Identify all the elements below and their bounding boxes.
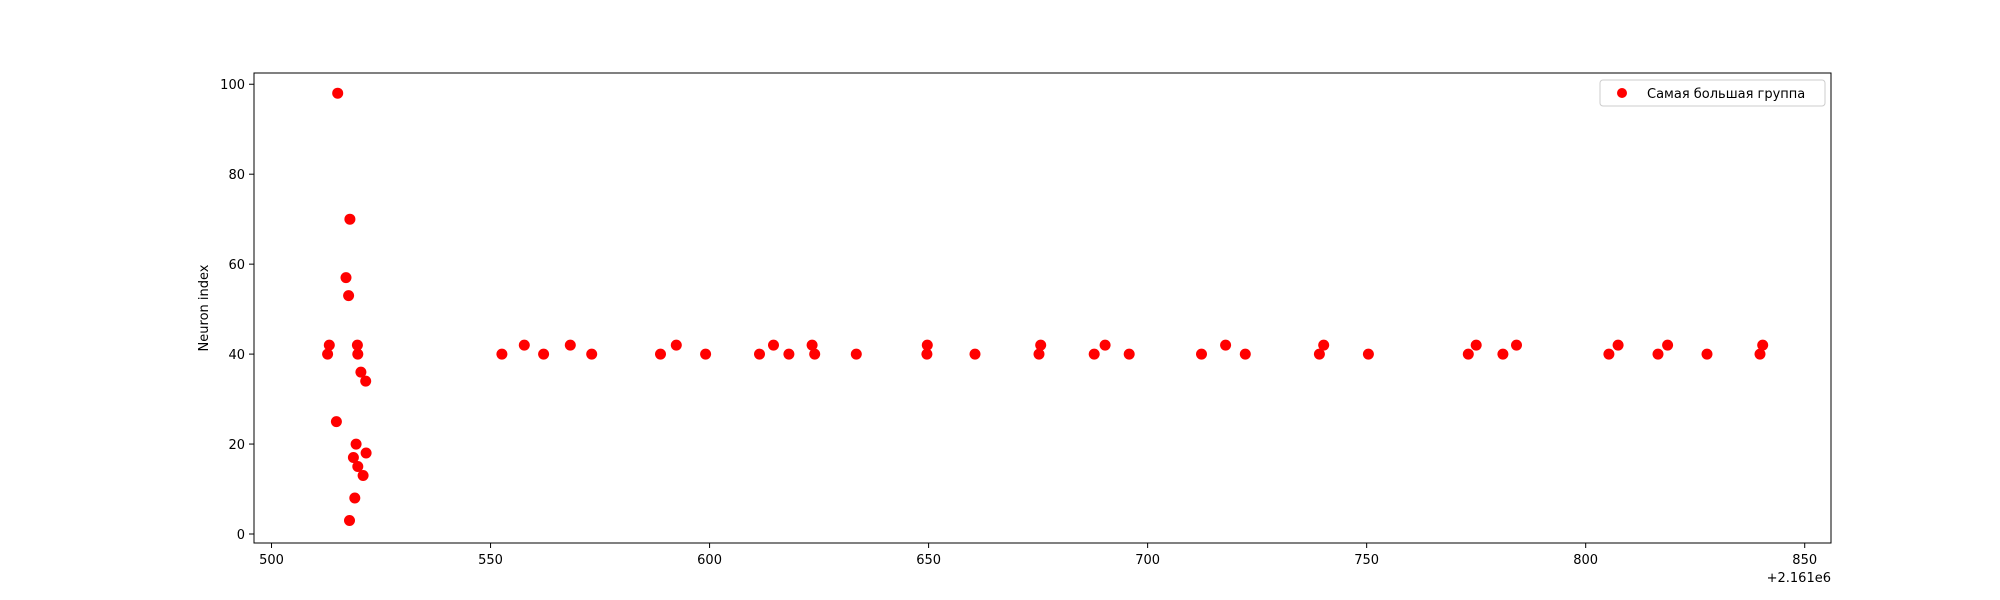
data-point (496, 348, 508, 360)
data-point (1220, 339, 1232, 351)
data-point (670, 339, 682, 351)
data-point (655, 348, 666, 360)
data-point (355, 366, 367, 378)
data-point (330, 416, 342, 428)
data-point (350, 438, 362, 450)
data-point (344, 213, 356, 225)
data-point (809, 348, 821, 360)
data-point (518, 339, 530, 351)
y-axis-label: Neuron index (197, 264, 212, 351)
data-point (1033, 348, 1045, 360)
data-point (921, 348, 933, 360)
data-point (768, 339, 779, 351)
plot-frame (253, 72, 1832, 544)
data-point (1497, 348, 1509, 360)
data-point (1652, 348, 1664, 360)
x-tick-label: 800 (1573, 553, 1598, 568)
x-tick-label: 750 (1354, 553, 1379, 568)
data-point (347, 452, 359, 463)
x-tick-label: 550 (478, 553, 503, 568)
data-point (349, 492, 361, 504)
data-point (1318, 339, 1330, 351)
data-point (332, 87, 344, 99)
data-point (1511, 339, 1522, 351)
x-axis-ticks: 500 550 600 650 700 750 800 850 (259, 543, 1817, 568)
data-point (1035, 339, 1047, 351)
data-point (1099, 339, 1111, 351)
data-point (322, 348, 334, 360)
y-tick-label: 60 (228, 258, 245, 273)
data-point (1470, 339, 1482, 351)
data-point (1612, 339, 1624, 351)
x-tick-label: 600 (697, 553, 722, 568)
data-point (921, 339, 933, 351)
legend-box (1599, 79, 1826, 107)
y-axis-ticks: 0 20 40 60 80 100 (220, 78, 254, 543)
data-point (352, 461, 364, 472)
data-point (360, 375, 372, 387)
data-point (1603, 348, 1615, 360)
data-point (700, 348, 712, 360)
legend-label: Самая большая группа (1647, 87, 1805, 102)
data-point (1123, 348, 1135, 360)
data-point (538, 348, 550, 360)
data-point (1754, 348, 1766, 360)
data-point (754, 348, 765, 360)
data-point (564, 339, 576, 351)
data-point (351, 339, 363, 351)
data-point (586, 348, 598, 360)
data-point (357, 470, 369, 481)
data-point (344, 515, 355, 526)
data-point (806, 339, 818, 351)
x-tick-label: 650 (916, 553, 941, 568)
y-tick-label: 20 (228, 438, 245, 453)
data-point (1239, 348, 1251, 360)
data-point (1362, 348, 1374, 360)
data-point (1662, 339, 1674, 351)
legend-marker (1617, 88, 1627, 98)
x-axis-offset-label: +2.161e6 (1767, 571, 1831, 586)
data-point (1701, 348, 1713, 360)
y-tick-label: 40 (228, 348, 245, 363)
y-tick-label: 100 (220, 78, 245, 93)
data-point (343, 290, 355, 302)
x-tick-label: 850 (1792, 553, 1817, 568)
data-point (1462, 348, 1474, 360)
y-tick-label: 80 (228, 168, 245, 183)
legend: Самая большая группа (1599, 79, 1826, 107)
data-point (340, 272, 352, 284)
data-point (1757, 339, 1769, 351)
data-points (322, 87, 1769, 526)
data-point (783, 348, 795, 360)
data-point (1196, 348, 1207, 360)
data-point (969, 348, 981, 360)
data-point (1313, 348, 1325, 360)
data-point (360, 447, 372, 459)
data-point (850, 348, 862, 360)
data-point (352, 348, 364, 360)
y-tick-label: 0 (237, 528, 245, 543)
x-tick-label: 500 (259, 553, 284, 568)
data-point (1088, 348, 1100, 360)
x-tick-label: 700 (1135, 553, 1160, 568)
data-point (323, 339, 335, 351)
